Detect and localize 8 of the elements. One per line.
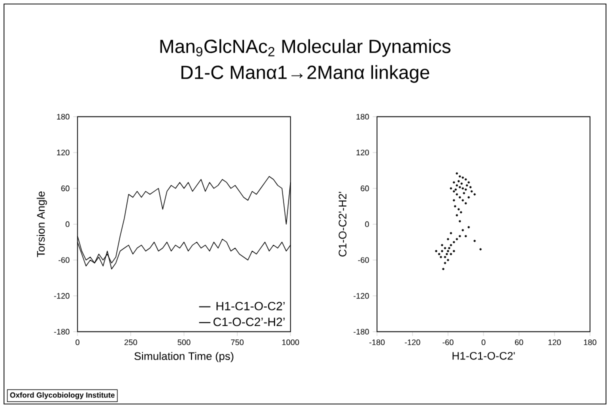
chart-subtitle: D1-C Manα1→2Manα linkage <box>181 65 430 83</box>
y-axis-title: Torsion Angle <box>36 191 47 258</box>
legend-label: C1-O-C2’-H2’ <box>214 318 285 326</box>
chart-title: Man$_{9}$GlcNAc$_{2}$ Molecular Dynamics <box>160 39 450 57</box>
y-axis-title: C1-O-C2'-H2' <box>338 192 346 256</box>
legend-label: H1-C1-O-C2’ <box>216 302 285 310</box>
x-axis-title: H1-C1-O-C2' <box>452 352 515 360</box>
x-axis-title: Simulation Time (ps) <box>134 352 234 362</box>
